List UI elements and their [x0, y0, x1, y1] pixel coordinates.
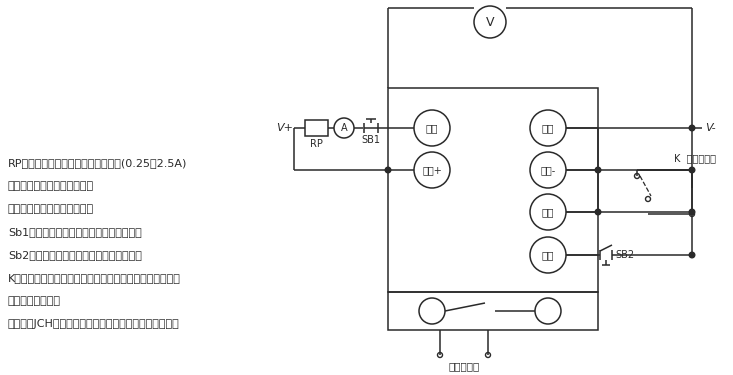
- Text: 重合: 重合: [426, 123, 438, 133]
- Circle shape: [689, 167, 695, 173]
- Circle shape: [414, 152, 450, 188]
- Circle shape: [334, 118, 354, 138]
- Text: V-: V-: [705, 123, 715, 133]
- Text: 控制延时的启动。: 控制延时的启动。: [8, 296, 61, 306]
- Circle shape: [530, 152, 566, 188]
- Text: SB1: SB1: [361, 135, 380, 145]
- Circle shape: [530, 237, 566, 273]
- Text: Ⓥ为电压表用来监视额定电压: Ⓥ为电压表用来监视额定电压: [8, 204, 94, 214]
- Text: 放电: 放电: [542, 250, 554, 260]
- Text: 合闸: 合闸: [542, 123, 554, 133]
- Bar: [388, 88, 598, 292]
- Text: 接秒表停止: 接秒表停止: [449, 361, 479, 371]
- Circle shape: [474, 6, 506, 38]
- Text: Sb2为常开按钮，用来测试放电闭锁功能。: Sb2为常开按钮，用来测试放电闭锁功能。: [8, 250, 142, 260]
- Circle shape: [689, 125, 695, 131]
- Text: A: A: [341, 123, 347, 133]
- Circle shape: [530, 194, 566, 230]
- Text: K  接秒表启动: K 接秒表启动: [674, 153, 716, 163]
- Circle shape: [689, 252, 695, 258]
- Circle shape: [595, 167, 601, 173]
- Circle shape: [386, 167, 391, 173]
- Text: RP为大功率滑成变阻器用来调节电流(0.25～2.5A): RP为大功率滑成变阻器用来调节电流(0.25～2.5A): [8, 158, 188, 168]
- Text: 启动: 启动: [542, 207, 554, 217]
- Text: V+: V+: [276, 123, 293, 133]
- Circle shape: [419, 298, 445, 324]
- Text: K为刀开关或同一继电器的两付同时动作的常开触点，用来: K为刀开关或同一继电器的两付同时动作的常开触点，用来: [8, 273, 181, 283]
- Text: V: V: [486, 15, 494, 28]
- Text: 另有一付JCH常开触点接秒表停止，用来停止秒表计时。: 另有一付JCH常开触点接秒表停止，用来停止秒表计时。: [8, 319, 180, 329]
- Text: SB2: SB2: [615, 250, 634, 260]
- Text: 电源+: 电源+: [422, 165, 442, 175]
- Circle shape: [535, 298, 561, 324]
- Text: Ⓐ为安培表用来监视合闸电流: Ⓐ为安培表用来监视合闸电流: [8, 181, 94, 191]
- Text: Sb1为常闭按钮，用来复位合闸保持电流。: Sb1为常闭按钮，用来复位合闸保持电流。: [8, 227, 141, 237]
- Bar: [305, 120, 328, 136]
- Circle shape: [530, 110, 566, 146]
- Text: 电源-: 电源-: [540, 165, 556, 175]
- Bar: [388, 292, 598, 330]
- Circle shape: [595, 209, 601, 215]
- Circle shape: [689, 209, 695, 215]
- Text: RP: RP: [310, 139, 323, 149]
- Circle shape: [414, 110, 450, 146]
